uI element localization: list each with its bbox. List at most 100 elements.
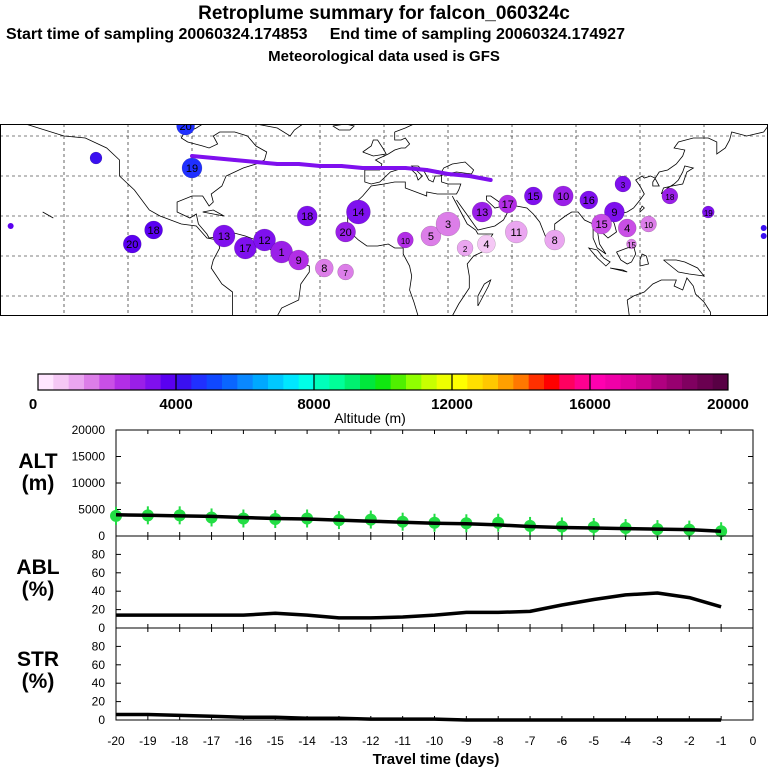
x-tick-label: 0 xyxy=(750,734,757,748)
plume-marker-label: 17 xyxy=(239,243,251,255)
plume-marker xyxy=(524,186,543,206)
colorbar-cell xyxy=(666,374,683,390)
plume-marker xyxy=(420,225,442,247)
colorbar-axis-label: Altitude (m) xyxy=(334,410,406,426)
series-line xyxy=(116,591,722,620)
panel-ylabel: ALT xyxy=(18,450,57,473)
plume-marker xyxy=(144,220,163,240)
altitude-colorbar: 0 4000 8000 12000 16000 20000 Altitude (m) xyxy=(29,373,749,426)
colorbar-cell xyxy=(467,374,484,390)
plume-marker-label: 20 xyxy=(179,124,191,133)
plume-marker xyxy=(89,151,103,165)
plume-marker-label: 2 xyxy=(463,245,468,254)
trajectory-segment xyxy=(446,172,472,178)
colorbar-cell xyxy=(513,374,530,390)
plume-marker xyxy=(760,225,767,231)
x-tick-label: -11 xyxy=(394,734,411,748)
plume-marker-label: 4 xyxy=(624,223,630,235)
panel-ylabel: (%) xyxy=(22,578,55,601)
colorbar-tick-label: 4000 xyxy=(159,396,192,413)
plume-marker-label: 12 xyxy=(258,235,270,247)
colorbar-cell xyxy=(636,374,652,390)
colorbar-cell xyxy=(436,374,453,390)
x-tick-label: -7 xyxy=(525,734,536,748)
coastline xyxy=(639,253,649,267)
plume-marker xyxy=(702,205,715,219)
plume-marker xyxy=(288,249,309,271)
x-tick-label: -12 xyxy=(362,734,380,748)
str-panel: 0 20 40 60 80 STR(%) xyxy=(17,627,754,727)
colorbar-cell xyxy=(38,374,54,390)
plume-marker-label: 18 xyxy=(665,193,674,202)
trajectory-segment xyxy=(232,158,258,164)
x-tick-label: -5 xyxy=(588,734,599,748)
alt-panel: 0 5000 10000 15000 20000 ALT(m) xyxy=(18,423,754,543)
plume-marker xyxy=(614,175,632,193)
x-tick-label: -17 xyxy=(203,734,221,748)
y-tick-label: 15000 xyxy=(72,450,106,464)
y-tick-label: 0 xyxy=(98,621,105,635)
plume-marker-label: 15 xyxy=(627,241,636,250)
coastline xyxy=(660,165,695,195)
plume-marker xyxy=(617,218,637,238)
colorbar-cell xyxy=(620,374,637,390)
plume-marker-label: 4 xyxy=(483,239,489,251)
coastline xyxy=(663,259,705,277)
colorbar-cell xyxy=(191,374,208,390)
x-tick-label: -10 xyxy=(426,734,444,748)
plume-marker xyxy=(604,201,625,223)
plume-marker xyxy=(640,215,657,233)
trajectory-segment xyxy=(467,174,493,182)
colorbar-cell xyxy=(53,374,70,390)
plume-marker-label: 19 xyxy=(704,209,713,218)
colorbar-cell xyxy=(544,374,560,390)
plume-marker xyxy=(661,187,679,205)
colorbar-cell xyxy=(252,374,269,390)
y-tick-label: 60 xyxy=(92,566,106,580)
x-tick-label: -3 xyxy=(652,734,663,748)
plume-marker-label: 5 xyxy=(428,231,434,243)
coastline xyxy=(639,205,645,213)
colorbar-cell xyxy=(482,374,499,390)
travel-time-axis: -20 -19 -18 -17 -16 -15 -14 -13 -12 -11 -10 -9 -8 -7-… xyxy=(107,734,756,748)
colorbar-cell xyxy=(390,374,407,390)
plume-marker xyxy=(176,124,195,136)
colorbar-cell xyxy=(651,374,668,390)
x-tick-label: -14 xyxy=(298,734,316,748)
plume-marker-label: 8 xyxy=(552,235,558,247)
colorbar-cell xyxy=(498,374,514,390)
x-tick-label: -19 xyxy=(139,734,157,748)
colorbar-cell xyxy=(375,374,392,390)
series-line xyxy=(116,712,722,722)
colorbar-cell xyxy=(329,374,346,390)
colorbar-cell xyxy=(697,374,714,390)
y-tick-label: 20 xyxy=(92,603,106,617)
plume-marker-label: 9 xyxy=(296,255,302,267)
y-tick-label: 20000 xyxy=(72,423,106,437)
plume-marker xyxy=(234,236,257,260)
coastline xyxy=(176,124,310,316)
y-tick-label: 80 xyxy=(92,639,106,653)
y-tick-label: 5000 xyxy=(78,503,105,517)
plume-marker xyxy=(7,223,14,229)
coastline xyxy=(42,211,54,219)
panel-ylabel: (m) xyxy=(22,472,55,495)
plume-marker-label: 16 xyxy=(583,195,595,207)
plume-marker-label: 15 xyxy=(527,191,539,203)
colorbar-cell xyxy=(314,374,330,390)
x-tick-label: -15 xyxy=(267,734,285,748)
colorbar-cell xyxy=(344,374,361,390)
plume-marker xyxy=(435,211,461,237)
x-tick-label: -18 xyxy=(171,734,189,748)
x-tick-label: -4 xyxy=(620,734,631,748)
colorbar-cell xyxy=(176,374,192,390)
colorbar-tick-label: 16000 xyxy=(569,396,611,413)
plume-marker xyxy=(123,234,142,254)
sampling-times: Start time of sampling 20060324.174853 E… xyxy=(6,26,625,43)
y-tick-label: 10000 xyxy=(72,476,106,490)
plume-marker-label: 17 xyxy=(502,199,514,211)
coastline xyxy=(394,124,415,133)
plume-marker xyxy=(477,234,496,254)
colorbar-cell xyxy=(360,374,376,390)
